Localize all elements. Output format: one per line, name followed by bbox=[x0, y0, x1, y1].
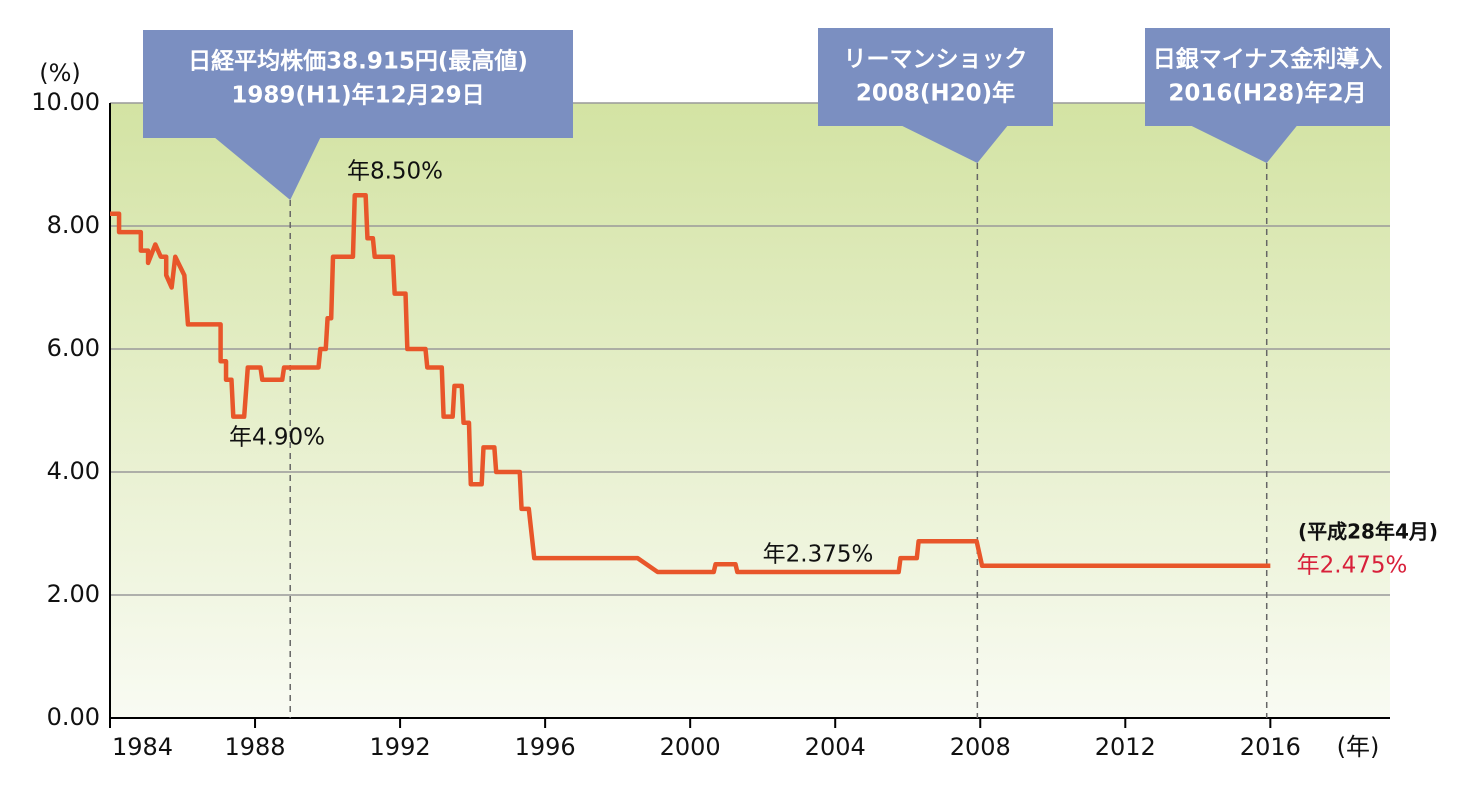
callout bbox=[143, 30, 573, 200]
x-tick-label: 1992 bbox=[370, 733, 431, 761]
callout-text: 2008(H20)年 bbox=[856, 80, 1015, 107]
data-annotation: 年8.50% bbox=[347, 159, 443, 185]
y-tick-label: 10.00 bbox=[31, 88, 100, 116]
x-axis-unit: (年) bbox=[1337, 733, 1380, 761]
x-tick-label: 1996 bbox=[515, 733, 576, 761]
data-annotation: 年2.475% bbox=[1297, 553, 1408, 579]
x-tick-label: 2004 bbox=[805, 733, 866, 761]
data-annotation: (平成28年4月) bbox=[1298, 520, 1438, 544]
callout-text: 1989(H1)年12月29日 bbox=[231, 82, 484, 109]
plot-background bbox=[110, 103, 1390, 718]
x-tick-label: 2016 bbox=[1240, 733, 1301, 761]
callout-text: 日経平均株価38.915円(最高値) bbox=[188, 48, 528, 75]
callout bbox=[1145, 28, 1390, 163]
x-tick-label: 1984 bbox=[112, 733, 173, 761]
y-tick-label: 2.00 bbox=[47, 580, 100, 608]
x-tick-label: 2008 bbox=[950, 733, 1011, 761]
callout-text: リーマンショック bbox=[844, 47, 1028, 73]
data-annotation: 年2.375% bbox=[763, 542, 874, 568]
x-tick-label: 2012 bbox=[1095, 733, 1156, 761]
rate-line bbox=[110, 193, 1271, 575]
callout-text: 日銀マイナス金利導入 bbox=[1153, 46, 1383, 73]
x-tick-label: 2000 bbox=[660, 733, 721, 761]
y-tick-label: 8.00 bbox=[47, 211, 100, 239]
y-axis-label: (%) bbox=[39, 59, 81, 87]
y-tick-label: 6.00 bbox=[47, 334, 100, 362]
x-tick-label: 1988 bbox=[225, 733, 286, 761]
y-tick-label: 0.00 bbox=[47, 703, 100, 731]
y-tick-label: 4.00 bbox=[47, 457, 100, 485]
data-annotation: 年4.90% bbox=[229, 425, 325, 451]
callout bbox=[818, 28, 1053, 163]
callout-text: 2016(H28)年2月 bbox=[1168, 80, 1366, 107]
